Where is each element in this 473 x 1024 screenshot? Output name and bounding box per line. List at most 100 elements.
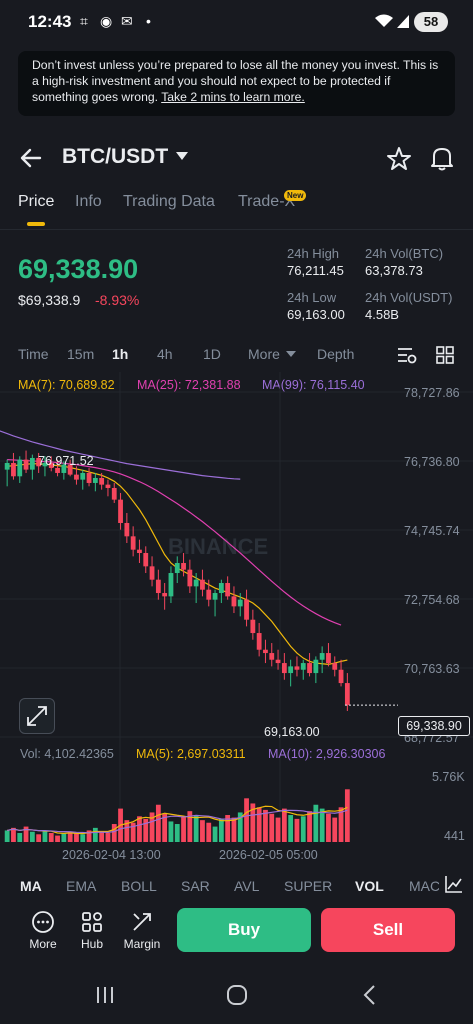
indicator-macd[interactable]: MAC	[409, 878, 439, 894]
grid-layout-icon[interactable]	[436, 346, 454, 364]
more-dots-icon	[32, 911, 54, 933]
candle-down	[269, 653, 275, 660]
indicator-ema[interactable]: EMA	[66, 878, 97, 894]
interval-15m[interactable]: 15m	[67, 346, 95, 362]
current-price-tag: 69,338.90	[398, 716, 470, 736]
binance-watermark: BINANCE	[168, 534, 268, 559]
high-24h-value: 76,211.45	[287, 263, 344, 278]
vol-usdt-label: 24h Vol(USDT)	[365, 290, 453, 305]
chart-gridlines	[0, 372, 473, 842]
candle-down	[244, 599, 249, 620]
volume-bar	[256, 807, 262, 842]
candle-down	[36, 457, 42, 467]
candle-down	[200, 579, 205, 590]
sell-button[interactable]: Sell	[321, 908, 455, 952]
gmail-icon: ✉	[121, 13, 133, 29]
new-badge: New	[284, 190, 307, 201]
low-marker-label: 69,163.00	[264, 725, 320, 739]
volume-bar	[269, 813, 275, 842]
volume-bar	[244, 798, 249, 842]
indicator-chart-icon[interactable]	[445, 875, 463, 893]
ma25-line	[7, 459, 342, 626]
interval-time[interactable]: Time	[18, 346, 49, 362]
volume-bar	[23, 826, 29, 842]
last-price: 69,338.90	[18, 254, 139, 284]
interval-4h[interactable]: 4h	[157, 346, 173, 362]
candle-down	[86, 472, 92, 483]
candles-group	[4, 450, 350, 711]
indicator-sar[interactable]: SAR	[181, 878, 210, 894]
caret-down-icon[interactable]	[176, 152, 188, 161]
tab-info[interactable]: Info	[75, 193, 102, 210]
interval-1h[interactable]: 1h	[112, 346, 129, 362]
indicator-boll[interactable]: BOLL	[121, 878, 157, 894]
candle-down	[130, 536, 136, 550]
candle-down	[326, 653, 331, 664]
candle-down	[149, 566, 155, 580]
candle-down	[74, 474, 79, 480]
price-tick: 74,745.74	[404, 524, 460, 538]
volume-tick: 5.76K	[432, 770, 465, 784]
active-tab-indicator	[27, 222, 45, 226]
indicator-avl[interactable]: AVL	[234, 878, 260, 894]
more-action[interactable]: More	[18, 910, 68, 951]
home-icon[interactable]	[226, 984, 248, 1006]
candle-up	[174, 563, 180, 574]
back-nav-icon[interactable]	[360, 984, 380, 1006]
tab-trade-x[interactable]: Trade-X	[238, 193, 296, 210]
margin-action[interactable]: Margin	[117, 910, 167, 951]
tab-price[interactable]: Price	[18, 193, 55, 210]
buy-button[interactable]: Buy	[177, 908, 311, 952]
candle-down	[137, 549, 142, 554]
candle-down	[250, 619, 256, 634]
candle-up	[212, 593, 218, 600]
candle-up	[4, 462, 10, 470]
interval-depth[interactable]: Depth	[317, 346, 355, 362]
hub-action[interactable]: Hub	[67, 910, 117, 951]
screenshot-icon: ⌗	[80, 13, 88, 29]
volume-bar	[250, 803, 256, 842]
favorite-star-icon[interactable]	[386, 146, 412, 172]
candle-down	[48, 462, 54, 468]
notification-bell-icon[interactable]	[430, 145, 454, 171]
expand-icon	[27, 706, 47, 726]
tab-trading-data[interactable]: Trading Data	[123, 193, 215, 210]
volume-ma-lines	[7, 805, 348, 835]
volume-bar	[237, 812, 243, 842]
volume-bar	[168, 821, 174, 842]
clock: 12:43	[28, 12, 72, 31]
interval-1d[interactable]: 1D	[203, 346, 221, 362]
indicator-vol[interactable]: VOL	[355, 878, 384, 894]
signal-icon	[396, 13, 410, 32]
back-arrow-icon[interactable]	[18, 146, 44, 170]
recent-apps-icon[interactable]	[94, 984, 116, 1006]
ma99-line	[0, 430, 241, 480]
volume-bar	[225, 815, 231, 842]
ma99-label: MA(99): 76,115.40	[262, 378, 365, 392]
candle-up	[218, 583, 224, 594]
indicator-super[interactable]: SUPER	[284, 878, 333, 894]
candle-up	[92, 477, 98, 483]
candlestick-chart[interactable]: BINANCE	[0, 372, 473, 862]
indicator-ma[interactable]: MA	[20, 878, 42, 894]
candle-up	[237, 599, 243, 607]
candle-up	[288, 666, 294, 674]
candle-down	[67, 464, 73, 475]
candle-up	[300, 663, 306, 670]
volume-bar	[149, 812, 155, 842]
volume-bar	[206, 822, 212, 842]
interval-more[interactable]: More	[248, 346, 280, 362]
volume-bar	[74, 833, 79, 842]
volume-bar	[111, 824, 117, 842]
trading-pair-title[interactable]: BTC/USDT	[62, 145, 169, 168]
chart-settings-icon[interactable]	[397, 346, 417, 364]
volume-bar	[319, 808, 325, 842]
high-24h-label: 24h High	[287, 246, 340, 261]
learn-more-link[interactable]: Take 2 mins to learn more.	[161, 90, 305, 104]
more-caret-icon[interactable]	[286, 351, 296, 358]
volume-bar	[67, 831, 73, 842]
fullscreen-button[interactable]	[19, 698, 55, 734]
candle-up	[168, 573, 174, 597]
candle-down	[162, 593, 168, 597]
candle-down	[332, 663, 338, 670]
